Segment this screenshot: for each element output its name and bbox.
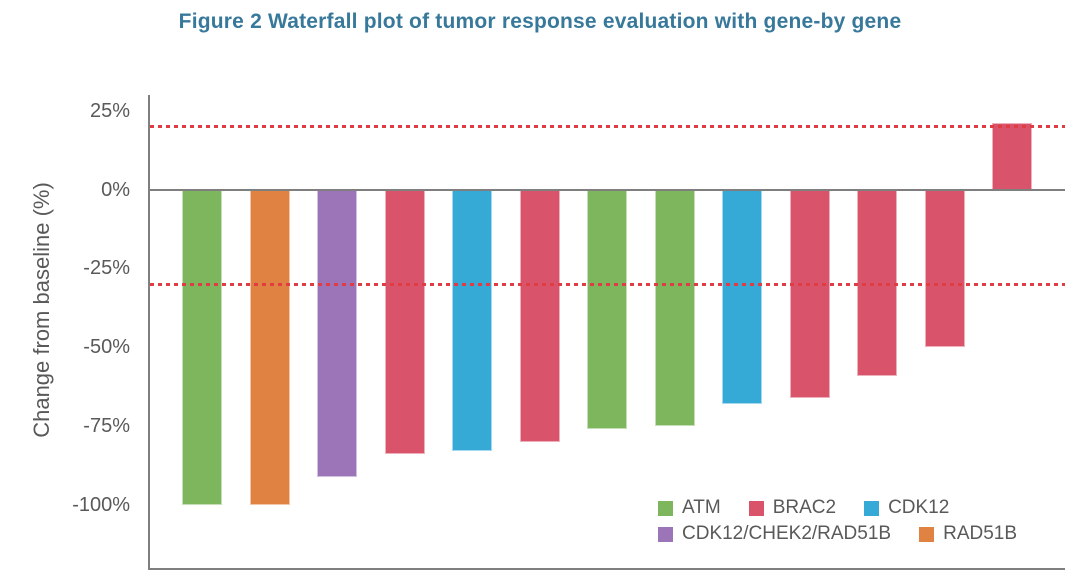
bar-brac2 <box>519 189 560 442</box>
legend-row: CDK12/CHEK2/RAD51B RAD51B <box>658 521 1017 547</box>
legend-swatch-icon <box>748 500 764 516</box>
legend-label: RAD51B <box>943 523 1018 544</box>
y-axis-tick-labels: 25% 0% -25% -50% -75% -100% <box>50 95 138 568</box>
legend-item-cdk12: CDK12 <box>864 497 949 519</box>
legend-label: ATM <box>682 497 721 518</box>
y-tick-label: -25% <box>83 257 130 280</box>
bar-brac2 <box>384 189 425 455</box>
legend-item-cdk12-chek2-rad51b: CDK12/CHEK2/RAD51B <box>658 523 891 545</box>
zero-baseline-line <box>150 188 1065 191</box>
bar-brac2 <box>789 189 830 398</box>
y-tick-label: -75% <box>83 415 130 438</box>
legend-swatch-icon <box>658 500 673 516</box>
legend-label: CDK12/CHEK2/RAD51B <box>682 523 892 544</box>
bar-cdk12 <box>722 189 762 405</box>
y-tick-label: 0% <box>101 178 130 201</box>
y-tick-label: 25% <box>89 99 130 122</box>
plot-area: ATM BRAC2 CDK12 CDK12/CHEK2/RAD51B RAD51B <box>148 95 1065 570</box>
legend-swatch-icon <box>658 526 673 542</box>
figure-title: Figure 2 Waterfall plot of tumor respons… <box>178 10 902 33</box>
bar-atm <box>654 189 695 427</box>
legend-row: ATM BRAC2 CDK12 <box>658 495 1017 521</box>
bar-brac2 <box>857 189 897 376</box>
legend-swatch-icon <box>919 526 935 542</box>
bar-cdk12 <box>452 189 492 452</box>
bar-rad51b <box>249 189 290 505</box>
bar-brac2 <box>924 189 965 348</box>
legend-item-atm: ATM <box>658 497 721 519</box>
reference-line--30 <box>150 282 1065 286</box>
reference-line-20 <box>150 125 1065 129</box>
legend: ATM BRAC2 CDK12 CDK12/CHEK2/RAD51B RAD51B <box>658 495 1017 547</box>
legend-label: BRAC2 <box>772 497 837 518</box>
bar-brac2 <box>992 123 1032 190</box>
bar-cdk12-chek2-rad51b <box>317 189 357 477</box>
legend-item-rad51b: RAD51B <box>919 523 1017 545</box>
y-tick-label: -50% <box>83 336 130 359</box>
y-tick-label: -100% <box>72 493 130 516</box>
legend-label: CDK12 <box>888 497 950 518</box>
legend-swatch-icon <box>864 500 880 516</box>
bar-atm <box>182 189 222 505</box>
legend-item-brac2: BRAC2 <box>748 497 837 519</box>
bar-atm <box>587 189 627 430</box>
